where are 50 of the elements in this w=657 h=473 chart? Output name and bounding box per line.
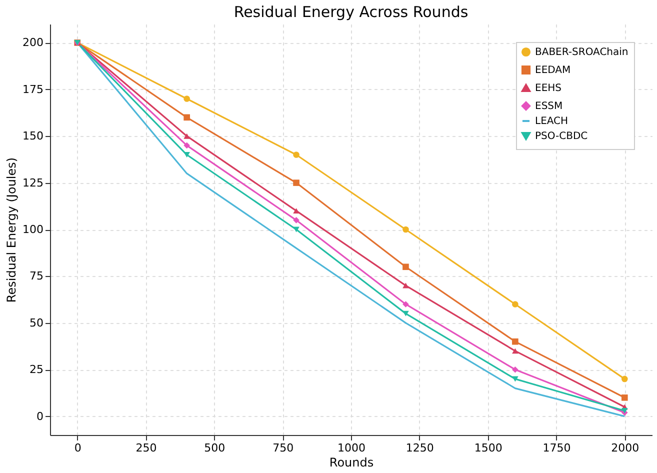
legend-label: ESSM: [535, 101, 563, 112]
x-tick-label: 1250: [406, 442, 434, 454]
point: [293, 226, 300, 232]
y-tick-label: 100: [22, 223, 44, 236]
x-tick-label: 1750: [542, 442, 571, 454]
point: [512, 366, 518, 373]
y-tick-label: 0: [36, 410, 44, 423]
point: [402, 226, 409, 233]
point: [621, 394, 628, 401]
point: [402, 310, 409, 316]
x-tick-label: 0: [74, 442, 82, 454]
y-axis-title: Residual Energy (Joules): [4, 157, 19, 303]
y-tick-label: 75: [30, 270, 44, 283]
point: [621, 376, 628, 382]
x-tick-label: 2000: [611, 442, 640, 454]
point: [293, 208, 300, 214]
point: [293, 180, 300, 186]
x-tick-label: 250: [136, 442, 157, 454]
y-tick-label: 175: [22, 82, 44, 96]
x-axis-title: Rounds: [329, 456, 374, 470]
point: [512, 348, 518, 354]
point: [402, 282, 409, 288]
chart-title: Residual Energy Across Rounds: [234, 3, 468, 21]
point: [402, 301, 409, 308]
y-tick-label: 125: [22, 176, 44, 190]
x-tick-label: 750: [272, 442, 294, 454]
point: [184, 152, 190, 158]
point: [621, 408, 628, 414]
point: [184, 133, 190, 139]
y-tick-label: 50: [30, 316, 44, 330]
x-tick-label: 1000: [338, 442, 366, 454]
point: [184, 142, 190, 149]
point: [512, 376, 518, 382]
y-tick-label: 150: [22, 130, 44, 143]
point: [184, 96, 190, 102]
point: [512, 338, 518, 345]
legend-label: BABER-SROAChain: [535, 47, 628, 58]
legend-label: EEHS: [535, 83, 562, 94]
x-tick-label: 500: [204, 442, 226, 454]
y-tick-label: 200: [22, 36, 44, 50]
legend-label: LEACH: [535, 116, 568, 127]
point: [293, 152, 300, 158]
legend-label: PSO-CBDC: [535, 131, 588, 142]
point: [512, 301, 518, 308]
point: [293, 216, 300, 224]
y-tick-label: 25: [30, 363, 44, 376]
x-tick-label: 1500: [474, 442, 502, 454]
point: [184, 114, 190, 121]
legend-label: EEDAM: [535, 65, 571, 76]
point: [402, 264, 409, 270]
